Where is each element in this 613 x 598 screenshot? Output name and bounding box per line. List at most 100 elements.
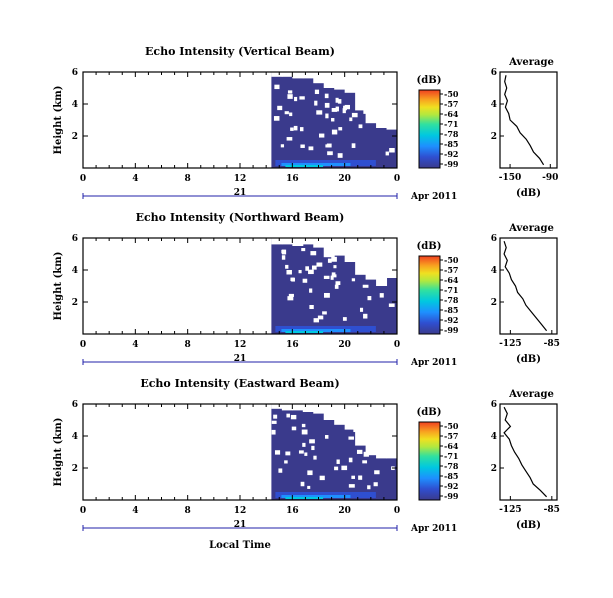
missing-data-speckle <box>367 296 372 301</box>
missing-data-speckle <box>318 133 325 138</box>
no-echo-region <box>271 238 283 245</box>
missing-data-speckle <box>309 288 313 293</box>
missing-data-speckle <box>335 281 341 285</box>
y-tick-label: 6 <box>72 400 78 410</box>
ground-echo-peak <box>285 331 324 333</box>
no-echo-region <box>281 72 293 77</box>
profile-frame <box>499 71 558 169</box>
no-echo-region <box>355 404 367 446</box>
no-echo-region <box>271 404 283 409</box>
no-echo-region <box>302 404 314 412</box>
missing-data-speckle <box>307 485 311 489</box>
missing-data-speckle <box>325 245 330 249</box>
missing-data-speckle <box>361 93 365 98</box>
missing-data-speckle <box>287 296 294 301</box>
missing-data-speckle <box>302 442 306 447</box>
missing-data-speckle <box>288 293 294 297</box>
day-label: 21 <box>234 188 247 198</box>
no-echo-region <box>302 238 314 245</box>
missing-data-speckle <box>281 255 286 260</box>
missing-data-speckle <box>355 254 359 259</box>
colorbar-tick-label: -85 <box>444 471 458 481</box>
missing-data-speckle <box>301 423 306 428</box>
missing-data-speckle <box>353 428 358 433</box>
missing-data-speckle <box>363 313 368 319</box>
profile-y-tick-label: 2 <box>491 132 497 142</box>
profile-line <box>504 75 545 166</box>
missing-data-speckle <box>319 475 325 481</box>
profile-x-tick-label: -125 <box>499 339 522 349</box>
missing-data-speckle <box>324 102 330 108</box>
missing-data-speckle <box>389 410 393 415</box>
missing-data-speckle <box>285 264 289 269</box>
missing-data-speckle <box>356 449 363 454</box>
missing-data-speckle <box>337 153 343 158</box>
colorbar-tick-label: -50 <box>444 89 459 99</box>
missing-data-speckle <box>331 129 338 135</box>
missing-data-speckle <box>374 470 380 475</box>
x-tick-label: 8 <box>185 506 191 516</box>
missing-data-speckle <box>290 127 294 131</box>
x-tick-label: 12 <box>234 340 247 350</box>
profile-title: Average <box>508 223 554 234</box>
missing-data-speckle <box>293 125 298 131</box>
missing-data-speckle <box>333 265 337 269</box>
missing-data-speckle <box>287 405 294 410</box>
colorbar-tick-label: -99 <box>444 325 459 335</box>
missing-data-speckle <box>367 417 373 423</box>
missing-data-speckle <box>285 451 291 456</box>
missing-data-speckle <box>298 450 304 454</box>
missing-data-speckle <box>335 97 339 103</box>
missing-data-speckle <box>359 307 364 312</box>
profile-y-tick-label: 6 <box>491 68 497 78</box>
no-echo-region <box>365 238 377 280</box>
no-echo-region <box>292 238 304 246</box>
missing-data-speckle <box>316 110 323 115</box>
profile-x-label: (dB) <box>516 520 541 531</box>
no-echo-region <box>271 72 283 77</box>
missing-data-speckle <box>348 436 354 440</box>
x-tick-label: 20 <box>338 340 351 350</box>
y-axis-label: Height (km) <box>53 252 64 321</box>
colorbar-tick-label: -64 <box>444 275 459 285</box>
colorbar-tick-label: -71 <box>444 451 458 461</box>
ground-echo-peak <box>285 497 324 499</box>
missing-data-speckle <box>314 100 318 106</box>
missing-data-speckle <box>286 137 293 141</box>
missing-data-speckle <box>348 416 353 420</box>
missing-data-speckle <box>311 445 315 451</box>
missing-data-speckle <box>348 457 353 463</box>
profile-y-tick-label: 4 <box>491 266 497 276</box>
colorbar-tick-label: -57 <box>444 265 458 275</box>
colorbar <box>418 89 441 169</box>
colorbar-tick-label: -99 <box>444 159 459 169</box>
missing-data-speckle <box>379 293 384 298</box>
colorbar-tick-label: -50 <box>444 421 459 431</box>
ground-echo-core <box>281 163 351 166</box>
missing-data-speckle <box>301 248 306 252</box>
missing-data-speckle <box>284 460 288 464</box>
missing-data-speckle <box>289 112 293 117</box>
no-echo-region <box>355 72 367 111</box>
missing-data-speckle <box>310 251 317 256</box>
no-echo-region <box>386 72 398 130</box>
x-tick-label: 4 <box>132 174 138 184</box>
profile-x-tick-label: -150 <box>499 173 522 183</box>
no-echo-region <box>334 404 346 425</box>
missing-data-speckle <box>331 107 338 112</box>
profile-x-tick-label: -90 <box>542 173 558 183</box>
no-echo-region <box>365 72 377 124</box>
no-echo-region <box>313 72 325 84</box>
no-echo-region <box>355 238 367 275</box>
missing-data-speckle <box>325 113 329 119</box>
missing-data-speckle <box>386 428 392 434</box>
colorbar-unit: (dB) <box>417 241 442 252</box>
panel-2: Echo Intensity (Northward Beam) Height (k… <box>53 211 560 368</box>
x-tick-label: 20 <box>338 174 351 184</box>
missing-data-speckle <box>363 451 369 457</box>
profile-frame <box>499 403 558 501</box>
no-echo-region <box>376 72 388 128</box>
colorbar-tick-label: -92 <box>444 149 458 159</box>
x-tick-label: 16 <box>286 174 299 184</box>
